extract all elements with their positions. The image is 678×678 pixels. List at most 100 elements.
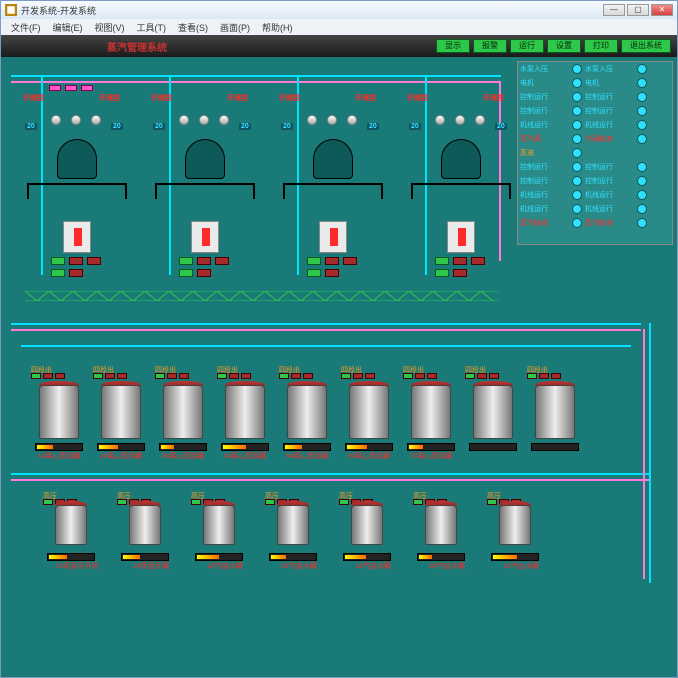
tank-button[interactable] — [403, 373, 413, 379]
control-button[interactable] — [51, 269, 65, 277]
tank-button[interactable] — [341, 373, 351, 379]
control-button[interactable] — [471, 257, 485, 265]
menu-item[interactable]: 工具(T) — [131, 21, 173, 34]
control-button[interactable] — [179, 257, 193, 265]
control-button[interactable] — [325, 257, 339, 265]
tank-cylinder — [39, 385, 79, 439]
control-button[interactable] — [51, 257, 65, 265]
tank-name: 1#汽盐水罐 — [189, 561, 261, 571]
header-button[interactable]: 打印 — [584, 39, 618, 53]
status-label: 控制运行 — [585, 176, 637, 186]
control-button[interactable] — [179, 269, 193, 277]
menu-item[interactable]: 查看(S) — [172, 21, 214, 34]
tank-button[interactable] — [551, 373, 561, 379]
control-button[interactable] — [435, 269, 449, 277]
control-button[interactable] — [87, 257, 101, 265]
maximize-button[interactable]: ▢ — [627, 4, 649, 16]
tank-button[interactable] — [477, 373, 487, 379]
tank-button[interactable] — [167, 373, 177, 379]
header-button[interactable]: 设置 — [547, 39, 581, 53]
control-button[interactable] — [343, 257, 357, 265]
tank-button[interactable] — [191, 499, 201, 505]
close-button[interactable]: ✕ — [651, 4, 673, 16]
tank-button[interactable] — [217, 373, 227, 379]
control-button[interactable] — [307, 269, 321, 277]
tank-button[interactable] — [179, 373, 189, 379]
tank-name: 6#离心蒸馏罐 — [339, 451, 399, 461]
arm — [27, 183, 127, 185]
tank-button[interactable] — [265, 499, 275, 505]
level-bar — [221, 443, 269, 451]
tank-button[interactable] — [117, 373, 127, 379]
menu-item[interactable]: 画面(P) — [214, 21, 256, 34]
tank-button[interactable] — [339, 499, 349, 505]
reactor-1: 开阀控开阀控2020 — [21, 93, 133, 253]
header-button[interactable]: 退出系统 — [621, 39, 671, 53]
control-button[interactable] — [307, 257, 321, 265]
tank-button[interactable] — [527, 373, 537, 379]
menu-item[interactable]: 文件(F) — [5, 21, 47, 34]
menu-item[interactable]: 编辑(E) — [47, 21, 89, 34]
tank-row-2: 高压1#高温平开段高压2#蒸盘开罐高压1#汽盐水罐高压2#汽盐水罐高压1#汽盐水… — [41, 491, 557, 571]
reactor-label: 开阀控 — [355, 93, 376, 103]
tank-cylinder — [535, 385, 575, 439]
minimize-button[interactable]: — — [603, 4, 625, 16]
control-button[interactable] — [453, 257, 467, 265]
header-button[interactable]: 报警 — [473, 39, 507, 53]
tank-button[interactable] — [31, 373, 41, 379]
arm — [27, 183, 29, 199]
tank-cylinder — [351, 505, 383, 545]
tank-button[interactable] — [155, 373, 165, 379]
header-button[interactable]: 运行 — [510, 39, 544, 53]
reactor-label: 开阀控 — [23, 93, 44, 103]
arm — [283, 183, 285, 199]
tank-button[interactable] — [279, 373, 289, 379]
header-button[interactable]: 显示 — [436, 39, 470, 53]
control-button[interactable] — [453, 269, 467, 277]
tank-button[interactable] — [413, 499, 423, 505]
tank: 四段出7#离心蒸馏罐 — [401, 365, 461, 461]
menu-item[interactable]: 视图(V) — [89, 21, 131, 34]
tank-button[interactable] — [303, 373, 313, 379]
tank-button[interactable] — [43, 499, 53, 505]
tank-button[interactable] — [465, 373, 475, 379]
control-button[interactable] — [197, 257, 211, 265]
tank-button[interactable] — [539, 373, 549, 379]
control-button[interactable] — [197, 269, 211, 277]
pipe — [11, 473, 651, 475]
level-bar — [407, 443, 455, 451]
status-led — [637, 218, 647, 228]
control-button[interactable] — [69, 257, 83, 265]
tank-button[interactable] — [229, 373, 239, 379]
tank-button[interactable] — [489, 373, 499, 379]
truss — [25, 291, 499, 301]
control-button[interactable] — [325, 269, 339, 277]
pipe — [643, 329, 645, 579]
tank-button[interactable] — [105, 373, 115, 379]
tank-button[interactable] — [487, 499, 497, 505]
tank-button[interactable] — [93, 373, 103, 379]
tank-button[interactable] — [117, 499, 127, 505]
tank-controls — [341, 373, 375, 379]
tank-button[interactable] — [427, 373, 437, 379]
tank-button[interactable] — [291, 373, 301, 379]
tank-button[interactable] — [365, 373, 375, 379]
status-label: 机线运行 — [585, 204, 637, 214]
status-label: 蒸液 — [520, 148, 572, 158]
level-bar — [269, 553, 317, 561]
control-button[interactable] — [435, 257, 449, 265]
tank-button[interactable] — [353, 373, 363, 379]
control-button[interactable] — [215, 257, 229, 265]
tank-button[interactable] — [55, 373, 65, 379]
arm — [283, 183, 383, 185]
tank-button[interactable] — [241, 373, 251, 379]
arm — [509, 183, 511, 199]
tank-cylinder — [425, 505, 457, 545]
tank-button[interactable] — [415, 373, 425, 379]
menu-item[interactable]: 帮助(H) — [256, 21, 299, 34]
tank-button[interactable] — [43, 373, 53, 379]
tank-name: 1#汽出水罐 — [485, 561, 557, 571]
pipe — [11, 479, 651, 481]
arm — [155, 183, 255, 185]
control-button[interactable] — [69, 269, 83, 277]
